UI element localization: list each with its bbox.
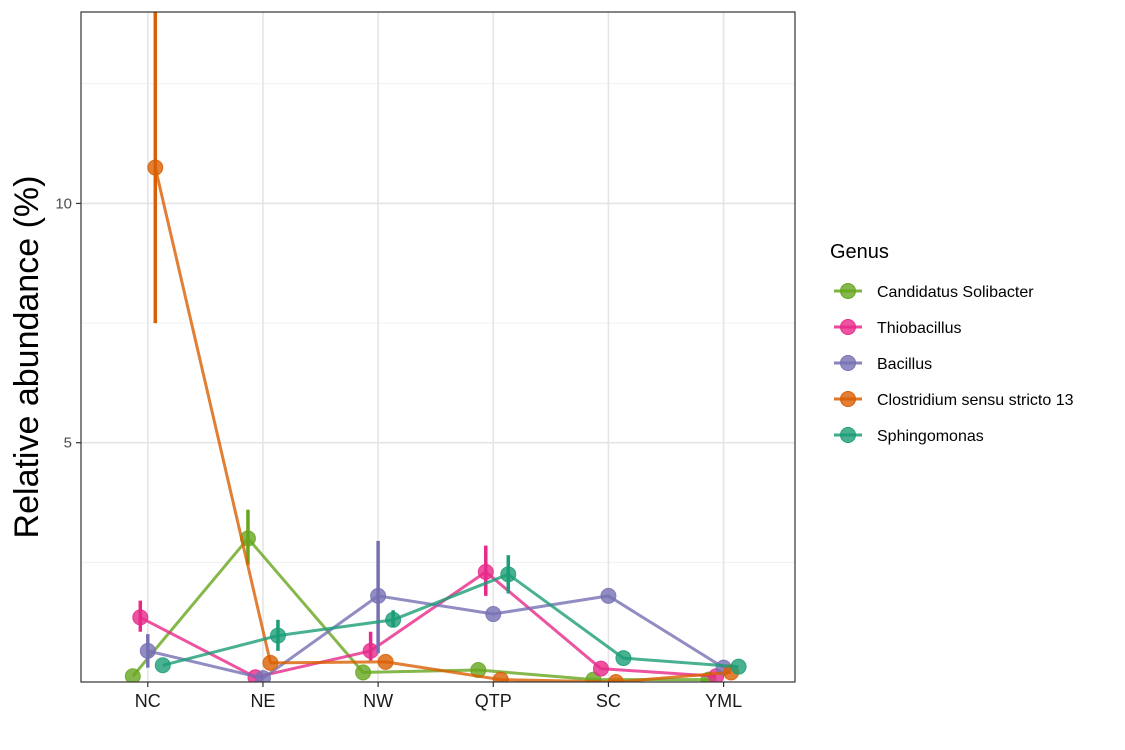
data-point (485, 606, 502, 623)
data-point (355, 664, 372, 681)
legend-key-point (840, 355, 856, 371)
data-point (500, 566, 517, 583)
legend-item: Sphingomonas (834, 427, 984, 445)
legend-label: Thiobacillus (877, 320, 961, 337)
y-tick-label: 5 (64, 435, 72, 452)
data-point (262, 654, 279, 671)
series-line (153, 167, 732, 682)
grid (81, 12, 795, 682)
data-point (154, 657, 171, 674)
data-point (139, 642, 156, 659)
data-point (615, 650, 632, 667)
series-thiobacillus (132, 545, 725, 682)
legend-label: Sphingomonas (877, 428, 984, 445)
data-point (124, 668, 141, 682)
legend-label: Bacillus (877, 356, 932, 373)
legend-title: Genus (830, 241, 889, 263)
y-tick-label: 10 (55, 195, 72, 212)
legend-key-point (840, 283, 856, 299)
legend-label: Candidatus Solibacter (877, 284, 1034, 301)
series-bacillus (139, 540, 732, 682)
legend-item: Clostridium sensu stricto 13 (834, 391, 1074, 409)
data-point (132, 609, 149, 626)
data-point (377, 653, 394, 670)
series-line (162, 572, 739, 669)
x-tick-label: NE (250, 691, 275, 711)
data-point (492, 671, 509, 682)
x-tick-label: YML (705, 691, 742, 711)
data-point (147, 159, 164, 176)
data-point (592, 660, 609, 677)
x-tick-label: NW (363, 691, 393, 711)
legend-label: Clostridium sensu stricto 13 (877, 392, 1074, 409)
legend-item: Thiobacillus (834, 319, 961, 337)
data-point (269, 627, 286, 644)
x-tick-label: QTP (475, 691, 512, 711)
x-tick-label: NC (135, 691, 161, 711)
legend-item: Candidatus Solibacter (834, 283, 1034, 301)
y-axis-title: Relative abundance (%) (8, 176, 46, 539)
legend-key-point (840, 319, 856, 335)
panel-border (80, 11, 796, 683)
data-point (600, 587, 617, 604)
legend: Genus Candidatus Solibacter Thiobacillus B… (830, 241, 1074, 445)
x-tick-label: SC (596, 691, 621, 711)
axes: 5 10 NC NE NW QTP SC YML (55, 195, 742, 711)
data-point (385, 611, 402, 628)
data-point (477, 563, 494, 580)
series-line (147, 594, 725, 680)
data-point (254, 670, 271, 682)
data-point (370, 587, 387, 604)
legend-key-point (840, 427, 856, 443)
series-area (124, 12, 747, 682)
data-point (730, 658, 747, 675)
legend-key-point (840, 391, 856, 407)
data-point (362, 642, 379, 659)
series-sphingomonas (154, 555, 747, 675)
legend-item: Bacillus (834, 355, 932, 373)
data-point (607, 674, 624, 682)
series-line (139, 570, 717, 679)
series-clostridium-sensu-stricto-13 (147, 12, 740, 682)
